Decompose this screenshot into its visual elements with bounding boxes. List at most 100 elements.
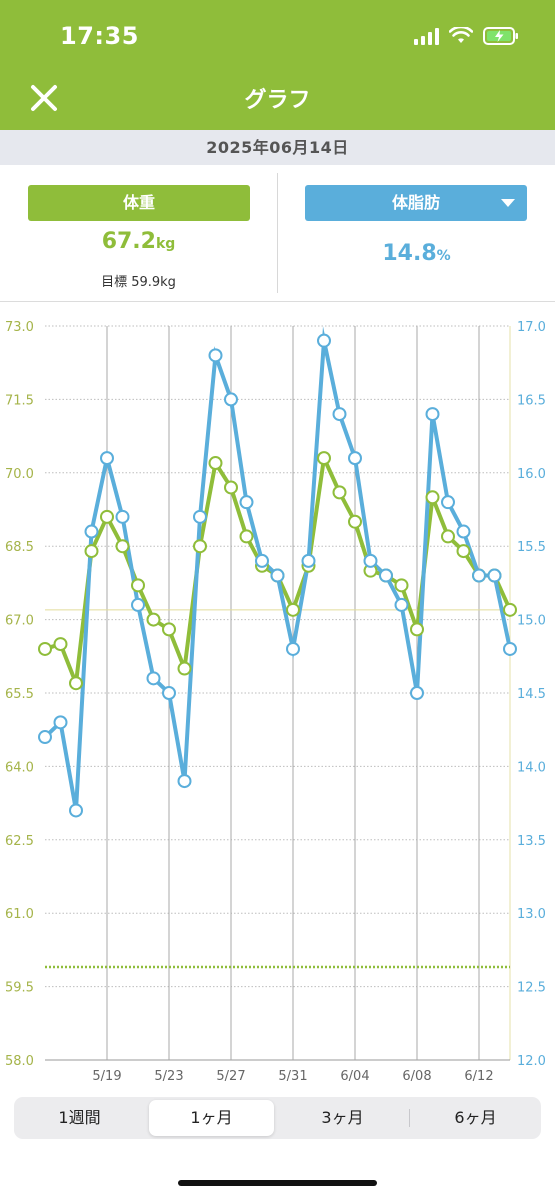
weight-point bbox=[100, 509, 114, 524]
body-fat-point bbox=[348, 451, 362, 466]
weight-point bbox=[53, 637, 68, 652]
left-axis-tick-label: 71.5 bbox=[5, 393, 34, 408]
body-fat-point bbox=[162, 686, 176, 700]
body-fat-point bbox=[286, 641, 300, 656]
weight-point bbox=[286, 602, 300, 617]
body-fat-point bbox=[379, 568, 393, 583]
battery-charging-icon bbox=[483, 27, 518, 45]
body-fat-number: 14.8 bbox=[382, 241, 437, 266]
body-fat-point bbox=[53, 715, 68, 730]
body-fat-point bbox=[177, 774, 192, 789]
body-fat-point bbox=[193, 509, 207, 524]
weight-point bbox=[69, 676, 83, 691]
right-axis-tick-label: 12.5 bbox=[517, 981, 546, 996]
left-axis-tick-label: 70.0 bbox=[5, 467, 34, 482]
weight-point bbox=[503, 602, 517, 617]
body-fat-point bbox=[317, 333, 331, 348]
x-axis-tick-label: 6/12 bbox=[464, 1069, 493, 1084]
right-axis-tick-label: 17.0 bbox=[517, 320, 546, 335]
body-fat-point bbox=[456, 524, 471, 539]
weight-goal: 目標 59.9kg bbox=[101, 275, 176, 290]
body-fat-point bbox=[472, 568, 486, 583]
weight-number: 67.2 bbox=[101, 229, 156, 254]
weight-point bbox=[394, 578, 409, 593]
weight-point bbox=[131, 578, 145, 593]
weight-point bbox=[317, 451, 331, 466]
right-axis-tick-label: 14.5 bbox=[517, 687, 546, 702]
body-fat-point bbox=[100, 451, 114, 466]
period-1month[interactable]: 1ヶ月 bbox=[149, 1100, 274, 1136]
body-fat-point bbox=[425, 407, 440, 422]
body-fat-value: 14.8% bbox=[278, 241, 555, 266]
body-fat-point bbox=[410, 686, 424, 700]
left-axis-tick-label: 58.0 bbox=[5, 1054, 34, 1069]
left-axis-tick-label: 67.0 bbox=[5, 614, 34, 629]
body-fat-point bbox=[363, 553, 378, 568]
x-axis-tick-label: 5/19 bbox=[92, 1069, 121, 1084]
body-fat-point bbox=[208, 348, 223, 363]
period-3months[interactable]: 3ヶ月 bbox=[321, 1108, 364, 1127]
right-axis-tick-label: 13.5 bbox=[517, 834, 546, 849]
date-label: 2025年06月14日 bbox=[0, 130, 555, 165]
body-fat-point bbox=[487, 568, 502, 583]
weight-point bbox=[38, 641, 52, 656]
body-fat-point bbox=[224, 392, 238, 407]
left-axis-tick-label: 59.5 bbox=[5, 981, 34, 996]
body-fat-point bbox=[38, 730, 52, 745]
body-fat-point bbox=[270, 568, 285, 583]
body-fat-point bbox=[115, 509, 130, 524]
cellular-signal-icon bbox=[414, 27, 439, 45]
body-fat-point bbox=[69, 803, 83, 818]
left-axis-tick-label: 62.5 bbox=[5, 834, 34, 849]
chart-area[interactable]: 73.0 71.5 70.0 68.5 67.0 65.5 64.0 62.5 61.0 59.5… bbox=[0, 302, 555, 1090]
body-fat-point bbox=[301, 553, 316, 568]
weight-point bbox=[208, 456, 223, 471]
right-axis-tick-label: 15.0 bbox=[517, 614, 546, 629]
body-fat-point bbox=[84, 524, 99, 539]
x-axis-tick-label: 5/27 bbox=[216, 1069, 245, 1084]
weight-point bbox=[410, 622, 424, 637]
body-fat-unit: % bbox=[436, 248, 451, 264]
period-6months[interactable]: 6ヶ月 bbox=[454, 1108, 497, 1127]
weight-point bbox=[146, 612, 161, 627]
x-axis-tick-label: 5/23 bbox=[154, 1069, 183, 1084]
body-fat-point bbox=[394, 597, 409, 612]
period-1week[interactable]: 1週間 bbox=[58, 1108, 101, 1127]
left-axis-tick-label: 61.0 bbox=[5, 907, 34, 922]
weight-point bbox=[348, 514, 362, 529]
right-axis-tick-label: 13.0 bbox=[517, 907, 546, 922]
left-axis-tick-label: 65.5 bbox=[5, 687, 34, 702]
weight-point bbox=[332, 485, 347, 500]
header-bar: 17:35 グラフ bbox=[0, 0, 555, 130]
body-fat-point bbox=[503, 641, 517, 656]
x-axis-tick-label: 6/04 bbox=[340, 1069, 369, 1084]
weight-point bbox=[441, 529, 455, 544]
left-axis-tick-label: 64.0 bbox=[5, 760, 34, 775]
close-button[interactable] bbox=[28, 82, 60, 114]
weight-point bbox=[456, 544, 471, 559]
metrics-panel: 体重 67.2kg 目標 59.9kg 体脂肪 14.8% bbox=[0, 165, 555, 302]
weight-point bbox=[84, 544, 99, 559]
body-fat-point bbox=[131, 597, 145, 612]
page-title: グラフ bbox=[244, 88, 311, 113]
weight-point bbox=[224, 480, 238, 495]
right-axis-tick-label: 14.0 bbox=[517, 760, 546, 775]
home-indicator bbox=[178, 1180, 377, 1186]
weight-unit: kg bbox=[155, 236, 176, 252]
chevron-down-icon bbox=[501, 199, 515, 207]
left-axis-tick-label: 73.0 bbox=[5, 320, 34, 335]
body-fat-point bbox=[146, 671, 161, 686]
body-fat-label: 体脂肪 bbox=[391, 193, 440, 212]
body-fat-point bbox=[255, 553, 269, 568]
weight-toggle-button[interactable]: 体重 bbox=[28, 185, 250, 221]
weight-point bbox=[177, 661, 192, 676]
weight-body-fat-chart[interactable]: 73.0 71.5 70.0 68.5 67.0 65.5 64.0 62.5 61.0 59.5… bbox=[0, 302, 555, 1090]
body-fat-point bbox=[332, 407, 347, 422]
wifi-icon bbox=[449, 27, 473, 43]
weight-point bbox=[162, 622, 176, 637]
weight-point bbox=[425, 490, 440, 505]
right-axis-tick-label: 12.0 bbox=[517, 1054, 546, 1069]
weight-point bbox=[239, 529, 254, 544]
body-fat-dropdown-button[interactable]: 体脂肪 bbox=[305, 185, 527, 221]
